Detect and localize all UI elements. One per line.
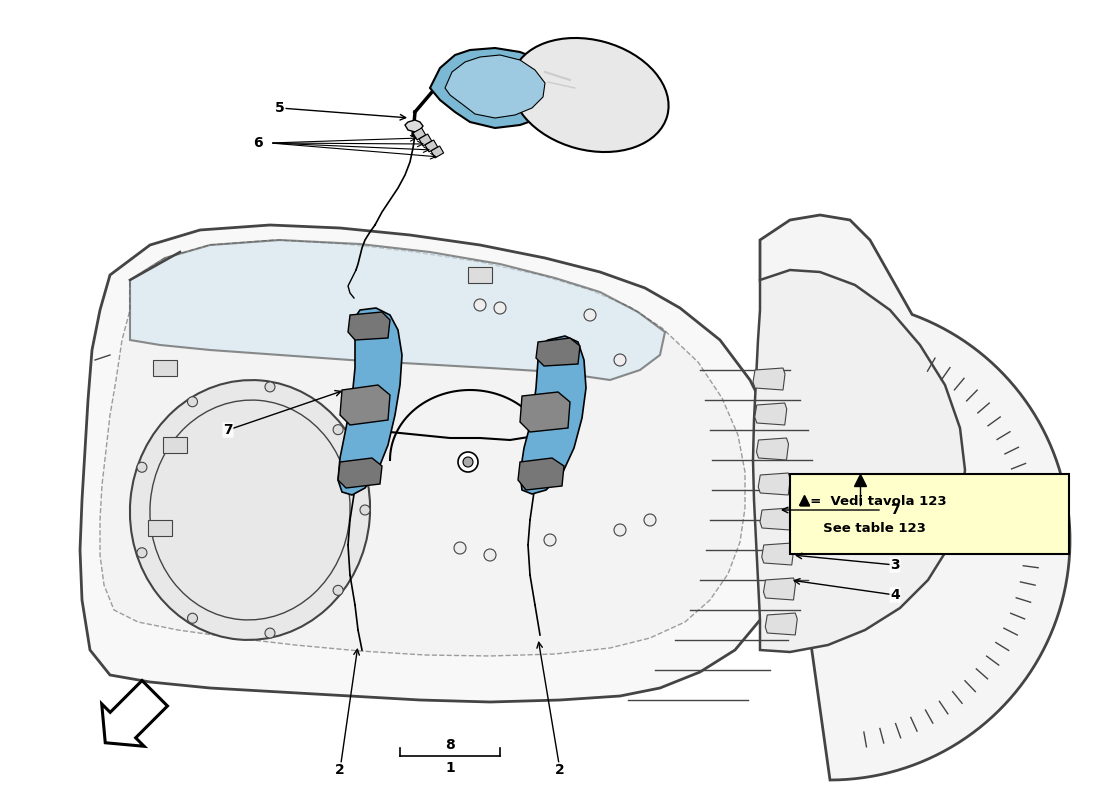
Text: 2: 2 <box>556 763 565 777</box>
Ellipse shape <box>614 354 626 366</box>
Polygon shape <box>758 473 790 495</box>
Polygon shape <box>766 613 797 635</box>
Text: See table 123: See table 123 <box>800 522 926 535</box>
Polygon shape <box>338 308 402 495</box>
Text: 1: 1 <box>446 761 455 775</box>
Bar <box>425 140 438 152</box>
Ellipse shape <box>187 397 198 406</box>
Polygon shape <box>755 403 786 425</box>
Polygon shape <box>340 385 390 425</box>
Ellipse shape <box>544 534 556 546</box>
Polygon shape <box>446 55 544 118</box>
Polygon shape <box>754 368 785 390</box>
Text: 8: 8 <box>446 738 455 752</box>
Ellipse shape <box>360 505 370 515</box>
Ellipse shape <box>584 309 596 321</box>
Bar <box>148 520 172 536</box>
Ellipse shape <box>463 457 473 467</box>
Polygon shape <box>130 240 665 380</box>
Bar <box>431 146 443 158</box>
Polygon shape <box>100 240 745 656</box>
Bar <box>419 134 431 146</box>
FancyBboxPatch shape <box>790 474 1069 554</box>
Bar <box>153 360 177 376</box>
Text: a passion for cars since 1985: a passion for cars since 1985 <box>334 426 666 614</box>
Ellipse shape <box>333 586 343 595</box>
Ellipse shape <box>644 514 656 526</box>
Ellipse shape <box>333 425 343 434</box>
Polygon shape <box>520 392 570 432</box>
Ellipse shape <box>512 38 669 152</box>
Ellipse shape <box>494 302 506 314</box>
Bar <box>468 267 492 283</box>
Text: 6: 6 <box>253 136 263 150</box>
Polygon shape <box>520 336 586 494</box>
Polygon shape <box>757 438 789 460</box>
Ellipse shape <box>474 299 486 311</box>
Polygon shape <box>338 458 382 488</box>
Text: 5: 5 <box>275 101 285 115</box>
Polygon shape <box>430 48 560 128</box>
Text: 3: 3 <box>890 558 900 572</box>
Polygon shape <box>763 578 795 600</box>
Ellipse shape <box>454 542 466 554</box>
Text: 2: 2 <box>336 763 345 777</box>
Polygon shape <box>760 215 1070 780</box>
Bar <box>163 437 187 453</box>
Polygon shape <box>348 312 390 340</box>
Text: 4: 4 <box>890 588 900 602</box>
Ellipse shape <box>265 628 275 638</box>
Ellipse shape <box>265 382 275 392</box>
Ellipse shape <box>136 548 147 558</box>
Ellipse shape <box>614 524 626 536</box>
Polygon shape <box>536 338 580 366</box>
Polygon shape <box>760 508 792 530</box>
Ellipse shape <box>136 462 147 472</box>
Ellipse shape <box>187 614 198 623</box>
Text: europarts: europarts <box>190 282 650 578</box>
Text: 7: 7 <box>890 503 900 517</box>
Polygon shape <box>518 458 564 490</box>
Bar <box>412 128 426 140</box>
Polygon shape <box>405 120 424 132</box>
Text: 7: 7 <box>223 423 233 437</box>
Polygon shape <box>101 681 167 746</box>
Ellipse shape <box>130 380 370 640</box>
Text: ▲=  Vedi tavola 123: ▲= Vedi tavola 123 <box>800 494 947 507</box>
Ellipse shape <box>458 452 478 472</box>
Polygon shape <box>761 543 794 565</box>
Ellipse shape <box>484 549 496 561</box>
Polygon shape <box>80 225 785 702</box>
Polygon shape <box>754 270 965 652</box>
